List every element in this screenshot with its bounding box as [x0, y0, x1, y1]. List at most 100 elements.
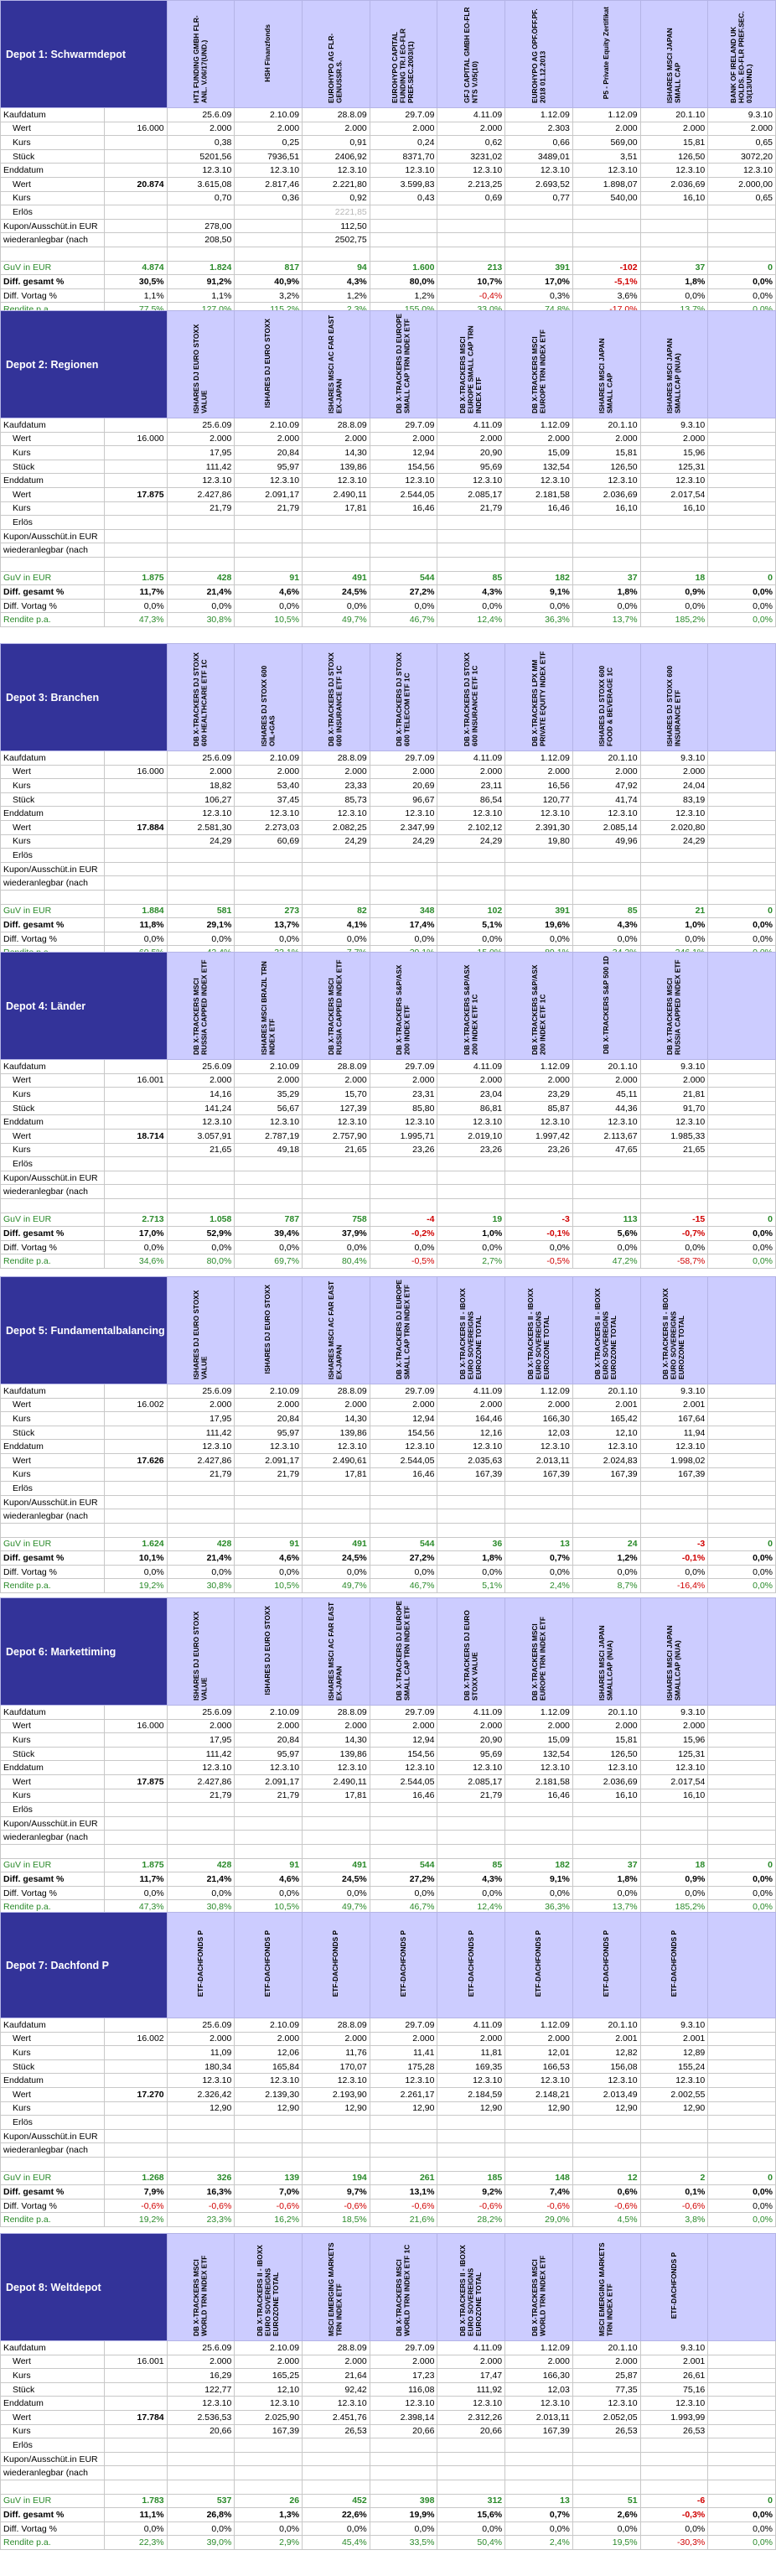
fund-name-cell: ETF-DACHFONDS P [369, 1912, 438, 2018]
value-cell: 26,53 [572, 2423, 641, 2439]
value-cell [369, 1522, 438, 1538]
value-cell: 25.6.09 [166, 1059, 235, 1074]
row-label: GuV in EUR [0, 1857, 106, 1873]
value-cell: 12.3.10 [437, 2073, 506, 2088]
value-cell: 28.8.09 [302, 2340, 370, 2355]
row-wert2: Wert 17.784 2.536,53 2.025,90 2.451,76 2.398,… [0, 2409, 776, 2425]
value-cell: 24,29 [302, 834, 370, 849]
value-cell [707, 1494, 776, 1510]
fund-name-cell [707, 952, 776, 1060]
row-kurs: Kurs 17,95 20,84 14,30 12,94 20,90 15,09 15,81 1… [0, 1732, 776, 1748]
value-cell [234, 1156, 303, 1171]
fund-name: DB X-TRACKERS DJ STOXX 600 INSURANCE ETF… [328, 652, 344, 746]
row-diff: Diff. gesamt % 11,7% 21,4% 4,6% 24,5% 27,2% 4,… [0, 584, 776, 600]
value-cell: 20.1.10 [572, 418, 641, 433]
row-total [104, 1439, 168, 1454]
row-label: GuV in EUR [0, 903, 106, 919]
value-cell: 2.757,90 [302, 1128, 370, 1144]
value-cell [437, 2115, 506, 2130]
value-cell [234, 2128, 303, 2144]
value-cell: 12.3.10 [369, 806, 438, 821]
value-cell: 4,3% [437, 1872, 506, 1887]
fund-name-cell: ISHARES DJ EURO STOXX VALUE [166, 310, 235, 418]
row-total: 16.001 [104, 1072, 168, 1088]
value-cell: 0,0% [437, 931, 506, 947]
value-cell: 9,2% [437, 2184, 506, 2199]
value-cell [572, 556, 641, 572]
value-cell: 47,92 [572, 778, 641, 793]
value-cell: 3,2% [234, 288, 303, 304]
value-cell: 2.085,14 [572, 819, 641, 835]
value-cell: -30,3% [639, 2535, 709, 2550]
row-label: wiederanlegbar (nach [0, 543, 106, 558]
value-cell [572, 1481, 641, 1496]
value-cell [504, 528, 573, 544]
value-cell: 21,79 [437, 1788, 506, 1804]
fund-name: DB X-TRACKERS LPX MM PRIVATE EQUITY INDE… [530, 651, 547, 746]
value-cell [707, 778, 776, 793]
value-cell [437, 2156, 506, 2172]
value-cell [572, 889, 641, 905]
value-cell: 0,91 [302, 135, 370, 150]
fund-name: HSH Finanzfonds [264, 23, 272, 82]
value-cell [234, 2479, 303, 2495]
value-cell: 2.035,63 [437, 1452, 506, 1468]
value-cell: 326 [166, 2170, 235, 2186]
row-total [104, 1732, 168, 1748]
value-cell: 12.3.10 [437, 2396, 506, 2411]
fund-name-cell: ISHARES DJ STOXX 600 OIL+GAS [234, 643, 303, 751]
value-cell: 9.3.10 [639, 418, 709, 433]
fund-name: ETF-DACHFONDS P [467, 1930, 475, 1997]
value-cell: 2.000 [234, 1072, 303, 1088]
value-cell [707, 2101, 776, 2116]
row-total: 16.000 [104, 1718, 168, 1734]
value-cell: 2.303 [504, 121, 573, 137]
row-label: Kaufdatum [0, 750, 106, 766]
fund-name-cell: DB X-TRACKERS MSCI RUSSIA CAPPED INDEX E… [166, 952, 235, 1060]
value-cell: 40,9% [234, 274, 303, 289]
depot-title: Depot 7: Dachfond P [0, 1912, 168, 2018]
value-cell [302, 1494, 370, 1510]
value-cell: 96,67 [369, 792, 438, 808]
value-cell [707, 2340, 776, 2355]
fund-name-cell: P5 - Private Equity Zertifikat [572, 0, 641, 108]
value-cell: 2.000 [572, 121, 641, 137]
value-cell: 28.8.09 [302, 750, 370, 766]
depot-section: Depot 4: Länder DB X-TRACKERS MSCI RUSSIA… [0, 952, 776, 1269]
row-erloes: Erlös [0, 2115, 776, 2130]
value-cell: 12.3.10 [504, 2396, 573, 2411]
value-cell [369, 2465, 438, 2480]
value-cell: 2.000 [234, 764, 303, 780]
row-total: 4.874 [104, 260, 168, 276]
value-cell: 0,0% [302, 598, 370, 614]
row-wiederanlegbar: wiederanlegbar (nach [0, 1509, 776, 1524]
value-cell: 1,8% [572, 584, 641, 600]
value-cell: 2.221,80 [302, 176, 370, 192]
depot-header-row: Depot 4: Länder DB X-TRACKERS MSCI RUSSIA… [0, 952, 776, 1060]
value-cell: 29,1% [166, 917, 235, 932]
fund-name-cell: DB X-TRACKERS S&P 500 1D [572, 952, 641, 1060]
value-cell: 581 [166, 903, 235, 919]
value-cell: 46,7% [369, 612, 438, 627]
row-enddatum: Enddatum 12.3.10 12.3.10 12.3.10 12.3.10 12.3… [0, 2396, 776, 2411]
value-cell [572, 218, 641, 234]
row-total: 16.000 [104, 764, 168, 780]
row-guv: GuV in EUR 1.875 428 91 491 544 85 182 37 18 0 [0, 1857, 776, 1873]
value-cell: 2.000 [572, 764, 641, 780]
value-cell: 49,7% [302, 1578, 370, 1593]
value-cell: 25.6.09 [166, 107, 235, 122]
value-cell [234, 1494, 303, 1510]
value-cell: 12.3.10 [369, 163, 438, 178]
value-cell [707, 1705, 776, 1720]
row-label: GuV in EUR [0, 570, 106, 586]
value-cell [166, 1170, 235, 1186]
value-cell: 0,92 [302, 190, 370, 206]
fund-name: DB X-TRACKERS II - IBOXX EURO SOVEREIGNS… [594, 1288, 618, 1379]
value-cell [302, 875, 370, 891]
value-cell [166, 2479, 235, 2495]
value-cell: 2.10.09 [234, 2018, 303, 2033]
row-kaufdatum: Kaufdatum 25.6.09 2.10.09 28.8.09 29.7.09 4.1… [0, 1059, 776, 1074]
value-cell: 2.000 [639, 1072, 709, 1088]
fund-name-cell: ETF-DACHFONDS P [572, 1912, 641, 2018]
row-label: Kurs [0, 501, 106, 517]
